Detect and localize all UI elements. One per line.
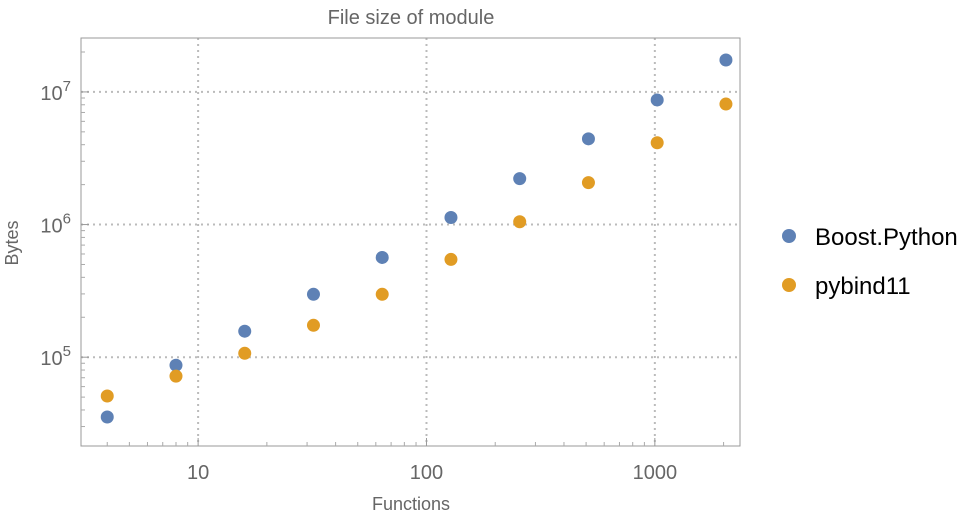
grid: [81, 38, 740, 446]
data-point-pybind11: [719, 97, 733, 111]
data-point-boost-python: [719, 53, 733, 67]
data-point-boost-python: [306, 287, 320, 301]
y-tick-label: 106: [40, 211, 71, 238]
data-point-boost-python: [513, 172, 527, 186]
data-point-pybind11: [650, 136, 664, 150]
data-point-boost-python: [238, 324, 252, 338]
y-tick-label: 107: [40, 78, 71, 105]
legend: Boost.Python pybind11: [782, 224, 958, 300]
data-point-pybind11: [100, 389, 114, 403]
chart-title: File size of module: [328, 7, 495, 29]
ticks: 10 100 1000 105 106 107: [40, 51, 725, 484]
data-point-boost-python: [444, 211, 458, 225]
legend-marker: [782, 278, 796, 292]
data-point-pybind11: [238, 346, 252, 360]
x-tick-label: 10: [187, 462, 209, 484]
data-point-boost-python: [650, 93, 664, 107]
data-point-boost-python: [169, 358, 183, 372]
legend-label: pybind11: [815, 273, 911, 300]
y-tick-label: 105: [40, 343, 71, 370]
data-point-pybind11: [581, 176, 595, 190]
y-axis-label: Bytes: [2, 220, 22, 265]
x-tick-label: 100: [410, 462, 443, 484]
data-point-pybind11: [169, 369, 183, 383]
x-tick-label: 1000: [633, 462, 678, 484]
data-point-boost-python: [581, 132, 595, 146]
data-point-pybind11: [375, 287, 389, 301]
legend-label: Boost.Python: [815, 224, 958, 251]
plot-frame: [80, 37, 741, 447]
legend-marker: [782, 229, 796, 243]
data-point-boost-python: [375, 250, 389, 264]
data-points: [100, 53, 733, 424]
data-point-boost-python: [100, 410, 114, 424]
data-point-pybind11: [444, 252, 458, 266]
data-point-pybind11: [513, 215, 527, 229]
x-axis-label: Functions: [372, 494, 450, 513]
data-point-pybind11: [306, 318, 320, 332]
